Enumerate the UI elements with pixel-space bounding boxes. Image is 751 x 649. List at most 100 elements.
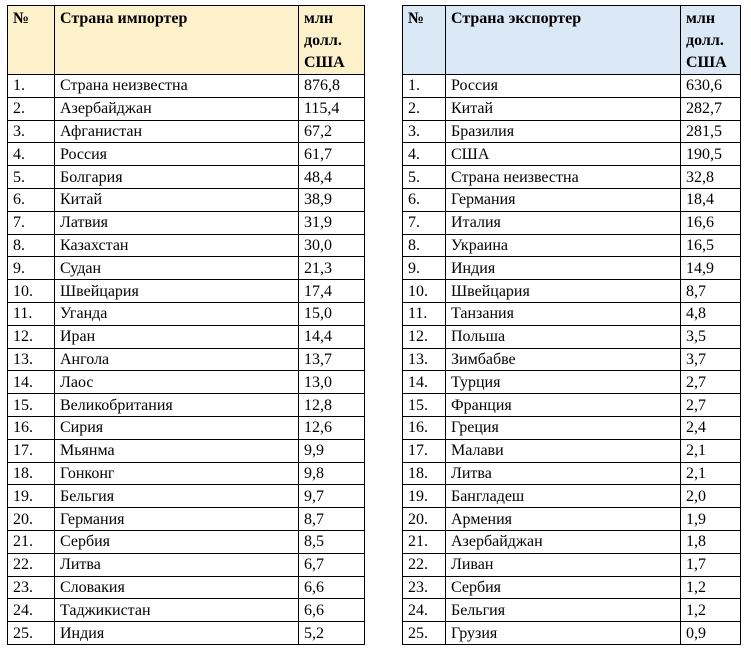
country-cell: Великобритания [54,393,299,417]
value-cell: 9,7 [298,484,365,509]
table-row: 16. Сирия 12,6 [7,415,365,440]
table-row: 12. Польша 3,5 [402,324,741,349]
row-number: 7. [402,210,446,235]
table-row: 17. Малави 2,1 [402,438,741,463]
value-cell: 9,9 [298,438,365,463]
row-number: 18. [402,461,446,486]
country-cell: Лаос [54,370,299,395]
table-row: 22. Ливан 1,7 [402,552,741,577]
country-cell: Ливан [445,552,681,577]
value-cell: 61,7 [298,142,365,167]
country-cell: Сербия [54,529,299,554]
row-number: 12. [7,324,55,349]
row-number: 18. [7,461,55,486]
row-number: 11. [402,301,446,326]
country-cell: Казахстан [54,233,299,258]
exporters-header-row: № Страна экспортер млн долл. США [402,5,741,75]
value-cell: 67,2 [298,119,365,144]
value-cell: 8,5 [298,529,365,554]
row-number: 24. [7,598,55,623]
table-row: 5. Болгария 48,4 [7,165,365,189]
exporters-value-header: млн долл. США [680,5,741,75]
country-cell: Малави [445,438,681,463]
value-cell: 14,4 [298,324,365,349]
value-cell: 2,1 [680,438,741,463]
country-cell: Танзания [445,301,681,326]
value-cell: 1,7 [680,552,741,577]
table-row: 2. Китай 282,7 [402,96,741,121]
country-cell: США [445,142,681,167]
value-cell: 281,5 [680,119,741,144]
country-cell: Россия [54,142,299,167]
table-row: 12. Иран 14,4 [7,324,365,349]
value-cell: 3,5 [680,324,741,349]
table-row: 9. Индия 14,9 [402,256,741,281]
country-cell: Бельгия [445,598,681,623]
country-cell: Швейцария [54,279,299,303]
importers-num-header: № [7,5,55,75]
value-cell: 16,5 [680,233,741,258]
row-number: 9. [402,256,446,281]
country-cell: Германия [54,507,299,531]
value-cell: 30,0 [298,233,365,258]
row-number: 3. [7,119,55,144]
table-row: 20. Армения 1,9 [402,507,741,531]
value-cell: 2,4 [680,415,741,440]
table-row: 1. Россия 630,6 [402,74,741,98]
value-cell: 0,9 [680,621,741,645]
row-number: 22. [7,552,55,577]
row-number: 13. [402,347,446,372]
country-cell: Болгария [54,165,299,189]
country-cell: Индия [54,621,299,645]
row-number: 16. [7,415,55,440]
table-row: 16. Греция 2,4 [402,415,741,440]
country-cell: Литва [445,461,681,486]
country-cell: Бразилия [445,119,681,144]
table-row: 20. Германия 8,7 [7,507,365,531]
importers-value-header-line-1: млн [304,10,334,27]
country-cell: Таджикистан [54,598,299,623]
value-cell: 12,8 [298,393,365,417]
country-cell: Сербия [445,575,681,600]
row-number: 19. [402,484,446,509]
value-cell: 18,4 [680,187,741,212]
row-number: 25. [402,621,446,645]
value-cell: 31,9 [298,210,365,235]
country-cell: Зимбабве [445,347,681,372]
row-number: 23. [402,575,446,600]
country-cell: Греция [445,415,681,440]
row-number: 2. [7,96,55,121]
importers-table: № Страна импортер млн долл. США 1. Страна… [7,5,365,645]
value-cell: 9,8 [298,461,365,486]
table-row: 4. Россия 61,7 [7,142,365,167]
country-cell: Иран [54,324,299,349]
value-cell: 115,4 [298,96,365,121]
row-number: 2. [402,96,446,121]
table-row: 13. Зимбабве 3,7 [402,347,741,372]
table-row: 3. Афганистан 67,2 [7,119,365,144]
value-cell: 282,7 [680,96,741,121]
country-cell: Бельгия [54,484,299,509]
value-cell: 6,6 [298,598,365,623]
row-number: 17. [7,438,55,463]
table-row: 17. Мьянма 9,9 [7,438,365,463]
table-row: 21. Сербия 8,5 [7,529,365,554]
country-cell: Судан [54,256,299,281]
row-number: 5. [402,165,446,189]
country-cell: Азербайджан [54,96,299,121]
country-cell: Китай [54,187,299,212]
exporters-table: № Страна экспортер млн долл. США 1. Росси… [402,5,741,645]
value-cell: 876,8 [298,74,365,98]
table-row: 15. Франция 2,7 [402,393,741,417]
table-row: 6. Германия 18,4 [402,187,741,212]
value-cell: 190,5 [680,142,741,167]
row-number: 13. [7,347,55,372]
table-row: 7. Италия 16,6 [402,210,741,235]
value-cell: 2,7 [680,370,741,395]
row-number: 23. [7,575,55,600]
row-number: 4. [402,142,446,167]
row-number: 21. [402,529,446,554]
table-row: 19. Бельгия 9,7 [7,484,365,509]
row-number: 8. [7,233,55,258]
value-cell: 630,6 [680,74,741,98]
